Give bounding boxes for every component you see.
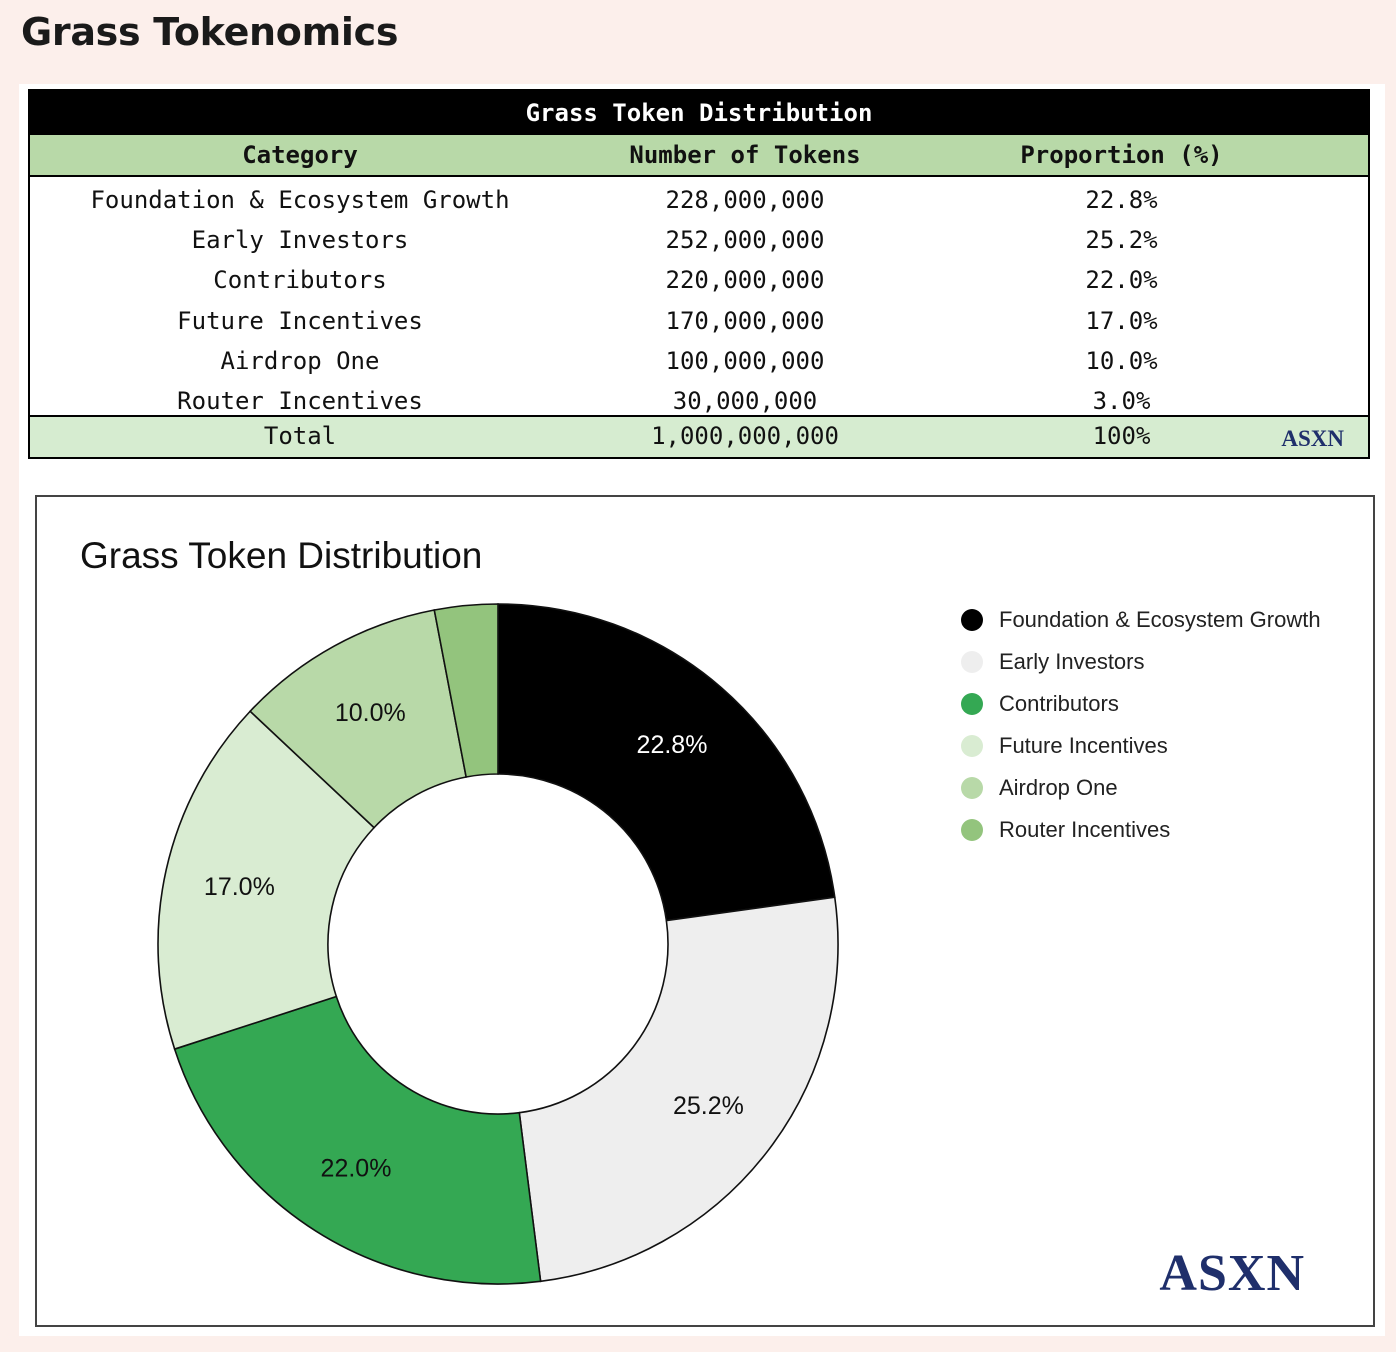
slice-label: 10.0% [335, 699, 406, 727]
cell-tokens: 220,000,000 [665, 266, 825, 295]
legend-swatch [961, 735, 983, 757]
slice-label: 22.8% [637, 731, 708, 759]
donut-slice [497, 603, 836, 922]
donut-slice [157, 710, 376, 1051]
table-body: Foundation & Ecosystem Growth 228,000,00… [30, 177, 1368, 421]
donut-slice [433, 603, 499, 778]
cell-tokens: 252,000,000 [665, 226, 825, 255]
table-total-row: Total 1,000,000,000 100% ASXN [30, 415, 1368, 457]
cell-proportion: 22.0% [1085, 266, 1158, 295]
chart-brand-logo: ASXN [1159, 1245, 1305, 1302]
total-proportion: 100% [1092, 422, 1151, 450]
cell-tokens: 30,000,000 [672, 386, 818, 415]
table-row: Contributors 220,000,000 22.0% [30, 260, 1368, 300]
legend-label: Router Incentives [999, 817, 1171, 842]
cell-proportion: 3.0% [1092, 386, 1151, 415]
table-row: Future Incentives 170,000,000 17.0% [30, 301, 1368, 341]
donut-slice [173, 995, 542, 1285]
table-row: Airdrop One 100,000,000 10.0% [30, 341, 1368, 381]
cell-category: Router Incentives [177, 386, 423, 415]
cell-category: Future Incentives [177, 306, 423, 335]
table-row: Foundation & Ecosystem Growth 228,000,00… [30, 180, 1368, 220]
legend-swatch [961, 651, 983, 673]
legend-label: Airdrop One [999, 775, 1118, 800]
header-category: Category [242, 141, 358, 169]
table-header-row: Category Number of Tokens Proportion (%) [30, 135, 1368, 177]
legend-label: Early Investors [999, 649, 1145, 674]
legend-swatch [961, 609, 983, 631]
cell-category: Foundation & Ecosystem Growth [90, 186, 510, 214]
table-brand-logo: ASXN [1281, 426, 1344, 451]
chart-title: Grass Token Distribution [80, 535, 483, 576]
donut-slice [518, 896, 839, 1283]
cell-tokens: 228,000,000 [665, 186, 825, 214]
total-tokens: 1,000,000,000 [651, 422, 839, 450]
page-title: Grass Tokenomics [21, 10, 399, 54]
cell-proportion: 25.2% [1085, 226, 1158, 255]
legend-label: Future Incentives [999, 733, 1168, 758]
legend-label: Foundation & Ecosystem Growth [999, 607, 1321, 632]
legend-item: Airdrop One [961, 767, 1321, 809]
table-row: Early Investors 252,000,000 25.2% [30, 220, 1368, 260]
cell-category: Contributors [213, 266, 387, 295]
legend-item: Foundation & Ecosystem Growth [961, 599, 1321, 641]
donut-chart: Grass Token Distribution 22.8% 25.2% 22.0%… [35, 495, 1375, 1327]
legend-swatch [961, 693, 983, 715]
legend-item: Router Incentives [961, 809, 1321, 851]
cell-tokens: 170,000,000 [665, 306, 825, 335]
cell-proportion: 10.0% [1085, 346, 1158, 375]
legend-item: Contributors [961, 683, 1321, 725]
cell-category: Early Investors [191, 226, 409, 255]
cell-tokens: 100,000,000 [665, 346, 825, 375]
legend-item: Early Investors [961, 641, 1321, 683]
legend-swatch [961, 777, 983, 799]
slice-label: 25.2% [673, 1092, 744, 1120]
slice-label: 17.0% [204, 873, 275, 901]
legend-label: Contributors [999, 691, 1119, 716]
distribution-table: Grass Token Distribution Category Number… [28, 89, 1370, 459]
slice-label: 22.0% [321, 1155, 392, 1183]
table-row: Router Incentives 30,000,000 3.0% [30, 381, 1368, 421]
header-tokens: Number of Tokens [629, 141, 861, 169]
table-title: Grass Token Distribution [30, 91, 1368, 135]
chart-legend: Foundation & Ecosystem Growth Early Inves… [961, 599, 1321, 851]
cell-proportion: 22.8% [1085, 186, 1158, 214]
cell-proportion: 17.0% [1085, 306, 1158, 335]
header-proportion: Proportion (%) [1020, 141, 1223, 169]
cell-category: Airdrop One [220, 346, 380, 375]
legend-swatch [961, 819, 983, 841]
donut-chart-svg: 22.8% 25.2% 22.0% 17.0% 10.0% [157, 603, 839, 1285]
total-label: Total [263, 422, 337, 450]
legend-item: Future Incentives [961, 725, 1321, 767]
